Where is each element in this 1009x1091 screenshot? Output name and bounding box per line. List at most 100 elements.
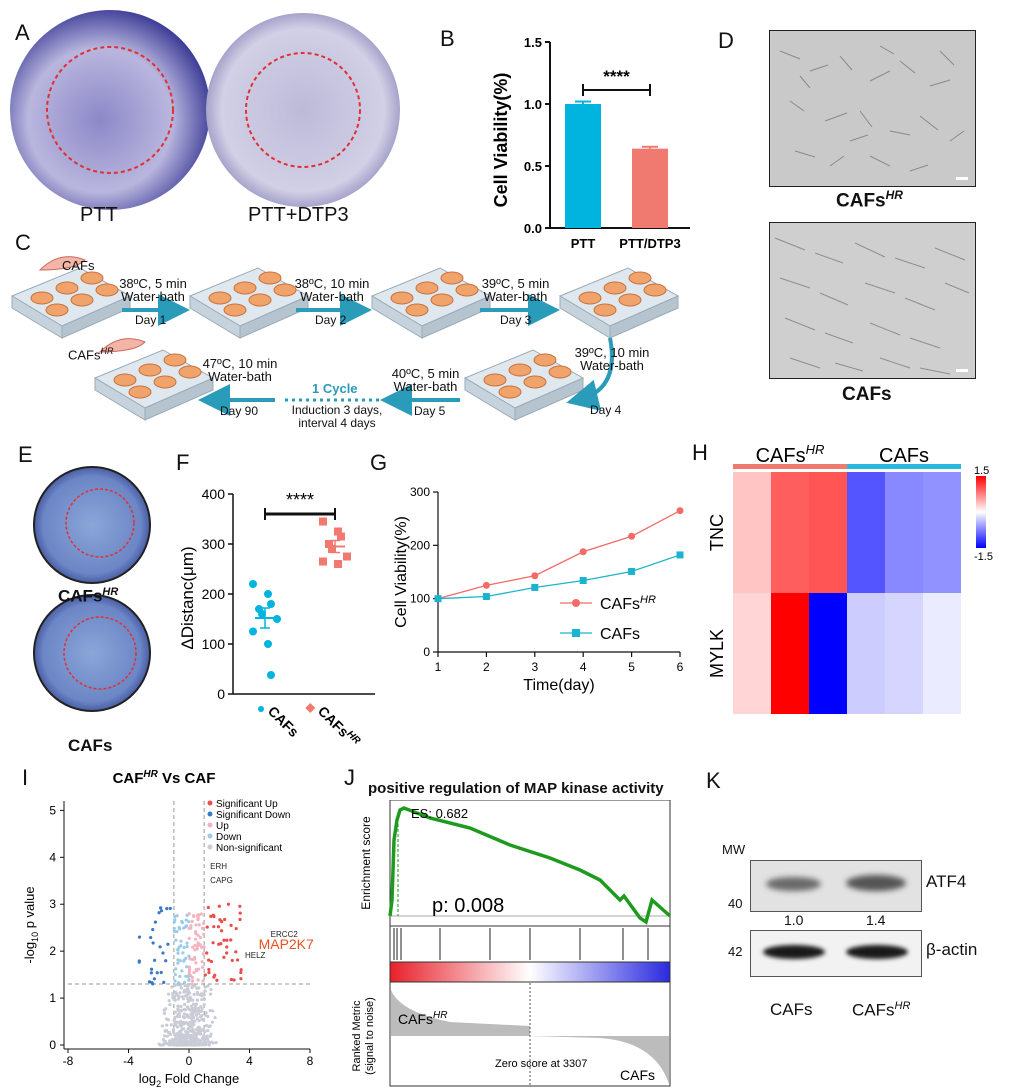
heatmap-cell [923,593,961,714]
data-point [676,551,684,559]
heatmap-cell [809,593,847,714]
volcano-point [147,980,152,984]
volcano-point [166,942,170,946]
volcano-point [195,947,199,951]
volcano-point [186,1000,190,1004]
volcano-point [173,972,177,977]
volcano-point [162,1042,166,1046]
volcano-point [180,969,184,973]
zero-score-label: Zero score at 3307 [495,1058,587,1070]
data-point [325,540,333,548]
volcano-point [190,919,194,924]
volcano-point [192,914,196,919]
x-tick-label: PTT/DTP3 [619,236,680,251]
volcano-point [211,941,215,945]
volcano-point [194,923,198,927]
volcano-point [152,977,157,981]
blot-atf4 [750,860,922,912]
p-value: p: 0.008 [432,895,504,917]
step-6: 47ºC, 10 min Water-bath [202,356,278,384]
x-tick-label: 2 [483,660,490,674]
step-2: 38ºC, 10 min Water-bath [294,276,370,304]
data-point [482,581,490,589]
y-axis-rest: p value [22,886,37,932]
volcano-point [176,994,180,998]
volcano-point [207,970,211,975]
volcano-point [188,1033,192,1038]
volcano-point [184,1029,188,1034]
culture-plate [464,349,584,421]
panel-letter-h: H [692,440,708,465]
gene-annotation: ERCC2 [271,930,299,939]
volcano-point [165,1023,169,1027]
legend-marker [207,844,213,850]
cell-texture [774,237,970,375]
volcano-point [210,1020,215,1024]
volcano-point [166,992,171,996]
y-tick-label: 1.5 [524,35,542,50]
rank-gradient [389,961,671,983]
volcano-point [202,1027,206,1031]
volcano-point [185,1005,190,1009]
volcano-point [238,911,242,915]
x-tick-label: 0 [186,1054,193,1068]
data-point [579,548,587,556]
legend-label: Significant Down [216,810,290,821]
volcano-point [200,926,205,930]
volcano-point [194,1009,198,1013]
volcano-point [178,974,182,979]
volcano-point [200,945,204,949]
volcano-point [201,921,206,926]
volcano-point [179,1004,183,1009]
volcano-point [137,959,141,963]
volcano-point [205,951,209,955]
volcano-point [211,1009,215,1013]
volcano-point [169,1023,173,1027]
group-sup: HR [806,442,825,457]
volcano-point [182,1022,186,1026]
scratch-circle [245,52,361,168]
data-point [531,583,539,591]
data-point [258,610,266,618]
volcano-point [194,931,198,936]
dish-ptt-dtp3 [206,13,400,207]
x-tick-label: PTT [571,236,596,251]
volcano-point [171,996,175,1000]
data-point [628,567,636,575]
volcano-point [175,914,179,918]
panel-letter-e: E [18,442,33,467]
y-tick-label: 400 [202,486,226,502]
right-group-label: CAFs [620,1067,655,1083]
scratch-circle [46,46,174,174]
y-tick-label: 200 [410,538,430,552]
y-tick-label: 300 [410,485,430,499]
volcano-point [204,1011,208,1015]
volcano-point [190,957,195,962]
x-axis-label: log2 Fold Change [139,1071,239,1089]
group-bar [847,464,961,469]
volcano-point [200,998,204,1002]
volcano-point [219,942,223,946]
y-tick-label: 0 [49,1038,56,1052]
volcano-point [182,980,187,985]
significance: **** [286,490,314,510]
volcano-point [175,1025,179,1029]
volcano-point [172,920,176,924]
mw-label: MW [722,842,746,857]
metric-area [391,990,669,1084]
volcano-point [208,1008,212,1013]
label-cafs-hr-output: CAFsHR [68,346,114,363]
significance: **** [603,67,630,86]
volcano-point [188,926,192,930]
volcano-point [173,1010,178,1014]
volcano-point [189,1004,194,1008]
dish-ptt [10,10,210,210]
mw-42: 42 [728,944,743,959]
volcano-point [185,993,189,997]
volcano-point [178,1030,183,1034]
volcano-point [153,920,157,924]
volcano-point [212,975,216,979]
scale-max: 1.5 [974,465,989,477]
volcano-point [223,917,227,922]
y-axis-label: Cell Viability(%) [393,516,410,628]
